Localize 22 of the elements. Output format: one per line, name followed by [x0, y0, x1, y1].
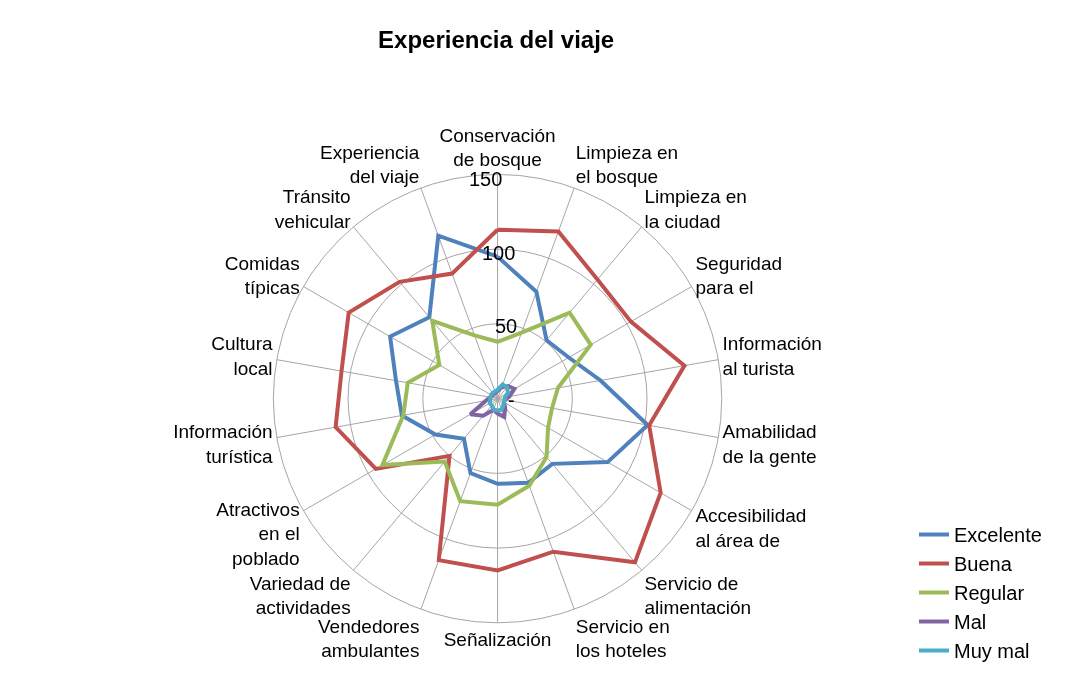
spoke-label: Limpieza en la ciudad: [644, 186, 747, 232]
spoke-label: Atractivos en el poblado: [216, 498, 300, 570]
spoke-label: Información turística: [173, 420, 273, 467]
spoke-label: Señalización: [443, 629, 552, 651]
spoke-label: Experiencia del viaje: [320, 141, 420, 188]
legend-label: Mal: [954, 611, 987, 634]
spoke-label: Seguridad para el: [695, 252, 783, 299]
spoke-label: Cultura local: [211, 333, 273, 380]
spoke-label: Tránsito vehicular: [274, 186, 352, 232]
spoke-label: Amabilidad de la gente: [722, 420, 817, 467]
y-tick-label: 50: [494, 315, 518, 338]
legend-label: Regular: [954, 582, 1025, 605]
legend-label: Excelente: [954, 524, 1042, 547]
spoke-label: Accesibilidad al área de: [695, 504, 807, 551]
legend-label: Muy mal: [954, 640, 1030, 663]
legend-label: Buena: [954, 553, 1013, 576]
chart-title: Experiencia del viaje: [378, 25, 615, 53]
spoke-label: Comidas típicas: [224, 252, 300, 299]
spoke-label: Información al turista: [722, 333, 822, 380]
spoke-label: Limpieza en el bosque: [575, 141, 679, 188]
y-tick-label: 100: [481, 241, 516, 264]
y-tick-label: -: [507, 388, 515, 411]
